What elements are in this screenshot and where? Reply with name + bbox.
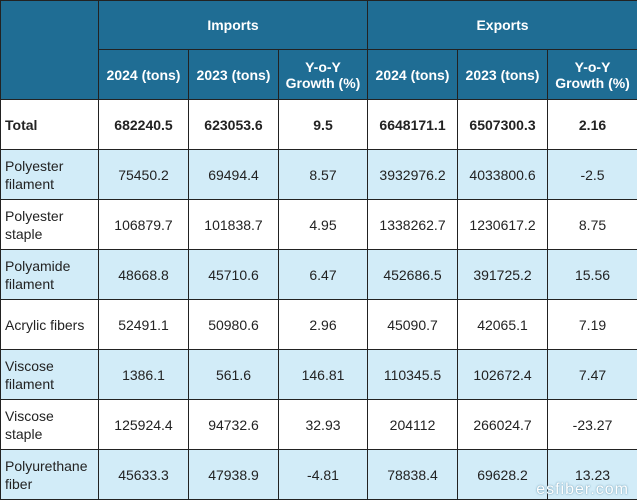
header-row-groups: Imports Exports (0, 0, 637, 100)
cell-exp-yoy: 13.23 (547, 449, 637, 500)
cell-exp-2024: 45090.7 (367, 299, 459, 350)
cell-imp-yoy: 8.57 (277, 149, 369, 200)
cell-exp-2024: 452686.5 (367, 249, 459, 300)
cell-imp-yoy: 146.81 (277, 349, 369, 400)
col-header-exp-2023: 2023 (tons) (457, 49, 549, 100)
cell-exp-2024: 78838.4 (367, 449, 459, 500)
cell-imp-2023: 94732.6 (188, 399, 279, 450)
row-label-cell: Acrylic fibers (0, 299, 99, 350)
cell-imp-2023: 101838.7 (188, 199, 279, 250)
cell-exp-2024: 1338262.7 (367, 199, 459, 250)
cell-exp-yoy: -2.5 (547, 149, 637, 200)
cell-exp-2023: 6507300.3 (457, 99, 549, 150)
cell-imp-2023: 47938.9 (188, 449, 279, 500)
cell-imp-2023: 69494.4 (188, 149, 279, 200)
table-row-total: Total 682240.5 623053.6 9.5 6648171.1 6507300… (0, 99, 637, 150)
col-header-exp-yoy: Y-o-Y Growth (%) (547, 49, 637, 100)
cell-exp-2023: 69628.2 (457, 449, 549, 500)
col-header-imp-2024: 2024 (tons) (98, 49, 189, 100)
cell-imp-yoy: 9.5 (277, 99, 369, 150)
row-label-cell: Polyamide filament (0, 249, 99, 300)
table-row: Acrylic fibers 52491.1 50980.6 2.96 45090.7 4… (0, 299, 637, 350)
header-row-columns: 2024 (tons) 2023 (tons) Y-o-Y Growth (%)… (1, 49, 637, 100)
cell-exp-2023: 391725.2 (457, 249, 549, 300)
corner-header-cell (0, 0, 99, 100)
cell-exp-yoy: 8.75 (547, 199, 637, 250)
row-label-cell: Total (0, 99, 99, 150)
table-row: Polyurethane fiber 45633.3 47938.9 -4.81 788… (0, 449, 637, 500)
table-row: Viscose staple 125924.4 94732.6 32.93 204112… (0, 399, 637, 450)
col-header-exp-2024: 2024 (tons) (367, 49, 459, 100)
cell-imp-2024: 52491.1 (98, 299, 189, 350)
cell-exp-yoy: 15.56 (547, 249, 637, 300)
table-row: Viscose filament 1386.1 561.6 146.81 110345.… (0, 349, 637, 400)
cell-imp-2024: 106879.7 (98, 199, 189, 250)
col-header-imp-2023: 2023 (tons) (188, 49, 279, 100)
cell-exp-2023: 1230617.2 (457, 199, 549, 250)
cell-exp-2024: 204112 (367, 399, 459, 450)
cell-exp-2023: 4033800.6 (457, 149, 549, 200)
row-label-cell: Viscose staple (0, 399, 99, 450)
cell-imp-yoy: 32.93 (277, 399, 369, 450)
cell-imp-yoy: -4.81 (277, 449, 369, 500)
row-label-cell: Viscose filament (0, 349, 99, 400)
cell-exp-yoy: -23.27 (547, 399, 637, 450)
row-label-cell: Polyester staple (0, 199, 99, 250)
cell-imp-2023: 623053.6 (188, 99, 279, 150)
cell-exp-2024: 110345.5 (367, 349, 459, 400)
cell-imp-yoy: 2.96 (277, 299, 369, 350)
cell-imp-2024: 125924.4 (98, 399, 189, 450)
row-label-cell: Polyurethane fiber (0, 449, 99, 500)
cell-imp-2024: 75450.2 (98, 149, 189, 200)
cell-exp-2023: 266024.7 (457, 399, 549, 450)
watermark-logo: esfiber.com (536, 481, 629, 498)
cell-imp-yoy: 6.47 (277, 249, 369, 300)
cell-imp-2024: 682240.5 (98, 99, 189, 150)
cell-imp-2024: 45633.3 (98, 449, 189, 500)
cell-exp-yoy: 7.19 (547, 299, 637, 350)
cell-exp-yoy: 2.16 (547, 99, 637, 150)
cell-imp-2023: 561.6 (188, 349, 279, 400)
table-row: Polyamide filament 48668.8 45710.6 6.47 4526… (0, 249, 637, 300)
cell-exp-2024: 3932976.2 (367, 149, 459, 200)
col-header-imp-yoy: Y-o-Y Growth (%) (277, 49, 369, 100)
cell-imp-2024: 48668.8 (98, 249, 189, 300)
cell-exp-2024: 6648171.1 (367, 99, 459, 150)
row-label-cell: Polyester filament (0, 149, 99, 200)
cell-exp-yoy: 7.47 (547, 349, 637, 400)
cell-imp-yoy: 4.95 (277, 199, 369, 250)
cell-exp-2023: 42065.1 (457, 299, 549, 350)
cell-exp-2023: 102672.4 (457, 349, 549, 400)
cell-imp-2024: 1386.1 (98, 349, 189, 400)
exports-group-header: Exports (367, 0, 637, 50)
cell-imp-2023: 45710.6 (188, 249, 279, 300)
table-row: Polyester filament 75450.2 69494.4 8.57 3932… (0, 149, 637, 200)
table-row: Polyester staple 106879.7 101838.7 4.95 1338… (0, 199, 637, 250)
cell-imp-2023: 50980.6 (188, 299, 279, 350)
imports-group-header: Imports (97, 0, 369, 50)
